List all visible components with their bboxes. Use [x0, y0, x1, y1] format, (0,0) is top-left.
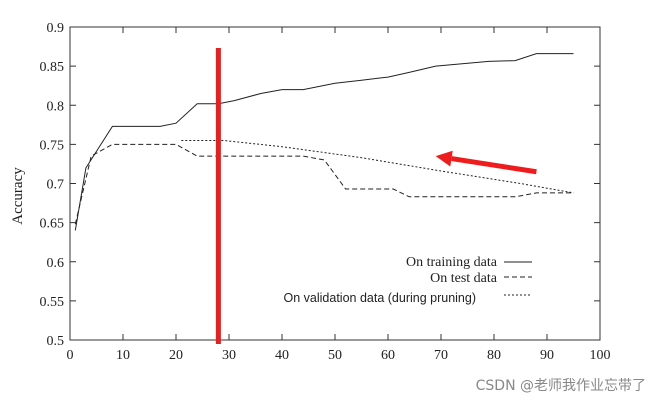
x-tick-label: 80 [487, 348, 501, 363]
red-arrow-head [435, 150, 453, 167]
annotations [215, 48, 537, 344]
y-axis-label: Accuracy [10, 167, 26, 225]
x-tick-label: 60 [381, 348, 395, 363]
y-tick-label: 0.65 [40, 217, 65, 232]
legend-label-training: On training data [406, 255, 498, 270]
x-tick-label: 90 [540, 348, 554, 363]
series-line-validation [181, 140, 574, 194]
legend-label-test: On test data [430, 271, 498, 286]
x-tick-label: 70 [434, 348, 448, 363]
y-tick-label: 0.7 [47, 178, 65, 193]
x-tick-label: 40 [275, 348, 289, 363]
y-tick-label: 0.6 [47, 256, 65, 271]
x-axis: 0 10 20 30 40 50 60 70 80 90 100 [67, 27, 611, 363]
series-line-training [74, 53, 574, 231]
series-line-test [74, 143, 574, 225]
x-tick-label: 10 [116, 348, 130, 363]
y-tick-label: 0.75 [40, 138, 65, 153]
x-tick-label: 50 [328, 348, 342, 363]
series-layer [74, 53, 574, 231]
x-tick-label: 20 [169, 348, 183, 363]
y-tick-label: 0.9 [47, 21, 65, 36]
x-tick-label: 0 [67, 348, 74, 363]
x-tick-label: 100 [590, 348, 611, 363]
y-axis: 0.9 0.85 0.8 0.75 0.7 0.65 0.6 0.55 0.5 [40, 21, 600, 349]
x-tick-label: 30 [222, 348, 236, 363]
y-tick-label: 0.55 [40, 295, 65, 310]
y-tick-label: 0.8 [47, 99, 65, 114]
red-arrow-shaft [451, 156, 537, 175]
y-tick-label: 0.5 [47, 334, 65, 349]
watermark: CSDN @老师我作业忘带了 [476, 378, 646, 394]
y-tick-label: 0.85 [40, 60, 65, 75]
legend: On training data On test data On validat… [284, 255, 532, 305]
legend-label-validation: On validation data (during pruning) [284, 291, 476, 305]
